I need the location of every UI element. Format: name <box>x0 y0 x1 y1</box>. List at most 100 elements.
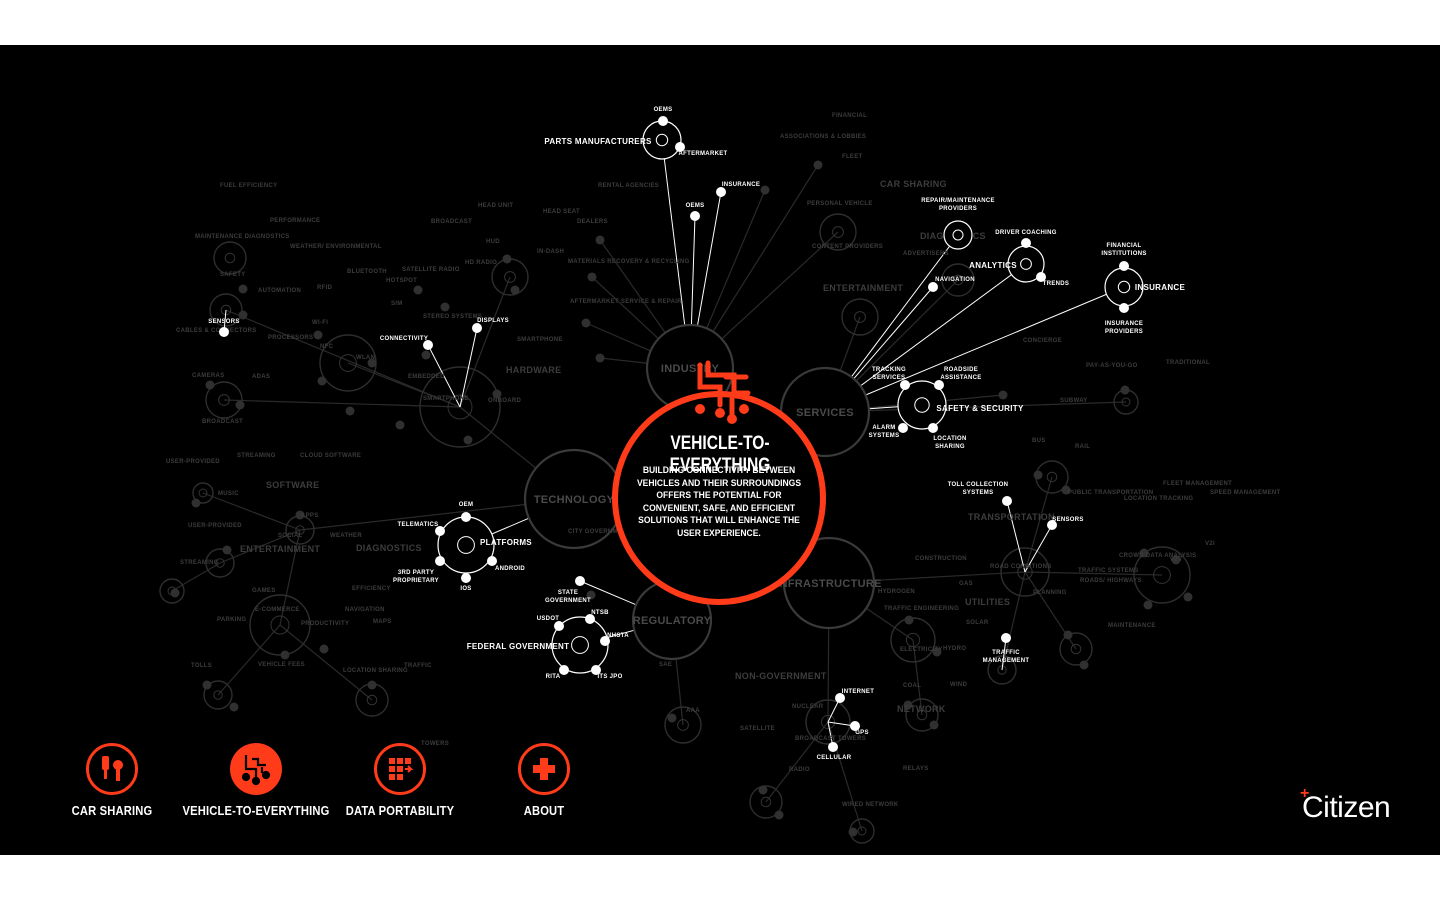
node-label: OEMS <box>654 107 673 113</box>
dim-label: MAINTENANCE <box>1108 623 1156 629</box>
node-dot <box>1002 496 1012 506</box>
dim-label: EFFICIENCY <box>352 586 391 592</box>
node-label: TOLL COLLECTION SYSTEMS <box>948 482 1009 496</box>
node-label: SENSORS <box>208 319 239 325</box>
node-dot <box>591 665 601 675</box>
node-label: INSURANCE PROVIDERS <box>1105 321 1143 335</box>
node-dot <box>1021 238 1031 248</box>
dim-label: MATERIALS RECOVERY & RECYCLING <box>568 259 690 265</box>
nav-about[interactable]: ABOUT <box>454 743 634 818</box>
hub-label-technology: TECHNOLOGY <box>534 494 615 506</box>
dim-node <box>904 615 914 625</box>
dim-node <box>998 390 1008 400</box>
dim-node <box>774 810 784 820</box>
dim-label: MUSIC <box>218 491 239 497</box>
dim-cluster <box>159 578 185 604</box>
dim-node <box>813 160 823 170</box>
dim-label: STREAMING <box>180 560 219 566</box>
bottom-nav: CAR SHARING VEHICLE-TO-EVERYTHING DATA P… <box>0 45 1440 855</box>
federal-ring-core <box>571 636 589 654</box>
citizen-logo[interactable]: + Citizen <box>1300 785 1391 825</box>
data-grid-icon <box>374 743 426 795</box>
dim-cluster <box>1059 632 1093 666</box>
dim-link <box>225 309 461 408</box>
node-label: OEM <box>459 502 474 508</box>
dim-label: AAA <box>686 708 700 714</box>
dim-cluster-core <box>916 709 928 721</box>
dim-cluster <box>213 241 247 275</box>
nav-label: ABOUT <box>523 803 565 818</box>
icon-dot <box>727 414 737 424</box>
node-dot <box>585 614 595 624</box>
dim-label: RFID <box>317 285 333 291</box>
node-dot <box>1119 303 1129 313</box>
dim-node <box>502 254 512 264</box>
nav-label: DATA PORTABILITY <box>345 803 455 818</box>
dim-cluster <box>205 548 235 578</box>
dim-label: AUTOMATION <box>258 288 301 294</box>
dim-node <box>421 350 431 360</box>
dim-label: NON-GOVERNMENT <box>735 671 827 681</box>
dim-label: V2V <box>1170 557 1182 563</box>
dim-label: NUCLEAR <box>792 704 824 710</box>
node-dot <box>675 142 685 152</box>
dim-link <box>202 492 301 531</box>
safety-ring-core <box>914 397 930 413</box>
nav-v2x[interactable]: VEHICLE-TO-EVERYTHING <box>166 743 346 818</box>
dim-link <box>827 721 863 832</box>
node-label: NHSTA <box>607 633 629 639</box>
node-label: 3RD PARTY PROPRIETARY <box>393 570 439 584</box>
nav-data-portability[interactable]: DATA PORTABILITY <box>310 743 490 818</box>
node-label: LOCATION SHARING <box>933 436 966 450</box>
dim-label: SATELLITE <box>740 726 775 732</box>
dim-label: BUS <box>1032 438 1046 444</box>
dim-label: LOCATION SHARING <box>343 668 408 674</box>
node-dot <box>575 576 585 586</box>
safety-ring <box>897 380 947 430</box>
dim-label: UTILITIES <box>965 597 1010 607</box>
dim-cluster-core <box>854 311 866 323</box>
node-label: TRACKING SERVICES <box>872 367 906 381</box>
dim-node <box>235 400 245 410</box>
node-dot <box>487 556 497 566</box>
dim-label: USER-PROVIDED <box>166 459 220 465</box>
dim-node <box>595 353 605 363</box>
bright-link <box>1006 500 1026 573</box>
dim-label: MAINTENANCE DIAGNOSTICS <box>195 234 290 240</box>
dim-label: CABLES & CONNECTORS <box>176 328 257 334</box>
dim-label: ONBOARD <box>488 398 521 404</box>
dim-cluster-core <box>905 632 921 648</box>
bright-link <box>459 327 478 408</box>
node-label: DRIVER COACHING <box>995 230 1057 236</box>
icon-dot <box>739 404 749 414</box>
node-label: GPS <box>855 730 869 736</box>
dim-label: PERSONAL VEHICLE <box>807 201 873 207</box>
dim-label: TRAFFIC SYSTEMS <box>1078 568 1139 574</box>
node-label: FEDERAL GOVERNMENT <box>467 642 570 651</box>
dim-label: ADVERTISERS <box>903 251 949 257</box>
dim-label: TOLLS <box>191 663 212 669</box>
node-label: USDOT <box>537 616 560 622</box>
icon-path <box>697 362 723 408</box>
hub-label-infrastructure: INFRASTRUCTURE <box>776 578 882 590</box>
dim-link <box>171 562 221 592</box>
dim-label: HUD <box>486 239 500 245</box>
dim-cluster-core <box>270 615 290 635</box>
dim-cluster <box>805 699 851 745</box>
dim-link <box>912 639 923 716</box>
dim-label: SMARTPHONE <box>423 396 469 402</box>
node-label: OEMS <box>686 203 705 209</box>
repair-label: REPAIR/MAINTENANCE PROVIDERS <box>921 198 995 212</box>
dim-label: SOFTWARE <box>266 480 319 490</box>
dim-cluster-core <box>366 694 378 706</box>
nav-car-sharing[interactable]: CAR SHARING <box>22 743 202 818</box>
dim-cluster <box>941 263 975 297</box>
dim-label: PERFORMANCE <box>270 218 320 224</box>
dim-label: APPS <box>301 513 319 519</box>
dim-link <box>1001 571 1026 671</box>
node-label: ALARM SYSTEMS <box>869 425 900 439</box>
dim-cluster <box>749 785 783 819</box>
node-label: ITS JPO <box>597 674 622 680</box>
dim-node <box>510 285 520 295</box>
dim-label: WIND <box>950 682 968 688</box>
